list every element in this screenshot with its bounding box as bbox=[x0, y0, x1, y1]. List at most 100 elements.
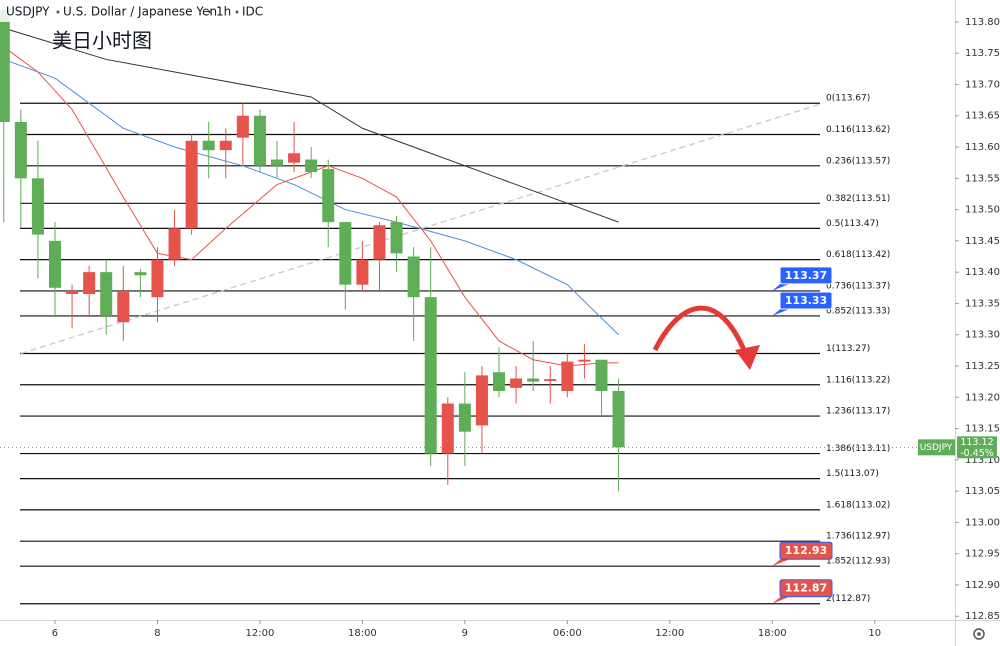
header-bg bbox=[0, 2, 270, 22]
settings-icon[interactable] bbox=[973, 628, 985, 640]
candle-body bbox=[578, 359, 591, 362]
candle-body bbox=[83, 272, 96, 295]
price-tag bbox=[779, 291, 833, 310]
candle-body bbox=[31, 178, 44, 235]
candle-body bbox=[100, 272, 113, 316]
interval: 1h bbox=[216, 5, 231, 19]
y-tick-label: 113.20 bbox=[965, 392, 1000, 403]
candle-body bbox=[390, 222, 403, 254]
candle-body bbox=[544, 379, 557, 382]
candle-body bbox=[236, 115, 249, 138]
moving-average bbox=[3, 58, 619, 336]
candle-body bbox=[48, 240, 61, 288]
price-tag bbox=[779, 266, 833, 285]
fib-label: 1.116(113.22) bbox=[826, 375, 890, 385]
candle-body bbox=[14, 121, 27, 179]
candle-body bbox=[356, 259, 369, 285]
candle-body bbox=[202, 140, 215, 151]
fib-label: 0.618(113.42) bbox=[826, 250, 890, 260]
candle-body bbox=[271, 159, 284, 166]
candle-body bbox=[253, 115, 266, 166]
candle-body bbox=[441, 403, 454, 454]
fib-label: 0.736(113.37) bbox=[826, 281, 890, 291]
y-tick-label: 112.90 bbox=[965, 580, 1000, 591]
candle-body bbox=[475, 375, 488, 426]
y-tick-label: 113.50 bbox=[965, 205, 1000, 216]
y-tick-label: 113.45 bbox=[965, 236, 1000, 247]
y-tick-label: 113.70 bbox=[965, 79, 1000, 90]
moving-average bbox=[3, 27, 619, 223]
candle-body bbox=[612, 391, 625, 448]
fib-label: 0.236(113.57) bbox=[826, 156, 890, 166]
fib-label: 0.116(113.62) bbox=[826, 125, 890, 135]
fib-label: 1.386(113.11) bbox=[826, 444, 890, 454]
y-tick-label: 113.05 bbox=[965, 486, 1000, 497]
subtitle: 美日小时图 bbox=[52, 29, 152, 53]
x-tick-label: 06:00 bbox=[553, 628, 582, 639]
fib-label: 1(113.27) bbox=[826, 344, 870, 354]
last-price-label: 113.12 bbox=[960, 437, 993, 448]
fib-label: 0(113.67) bbox=[826, 94, 870, 104]
y-tick-label: 113.30 bbox=[965, 330, 1000, 341]
candle-body bbox=[168, 228, 181, 260]
x-tick-label: 12:00 bbox=[246, 628, 275, 639]
x-tick-label: 18:00 bbox=[348, 628, 377, 639]
candle-body bbox=[424, 297, 437, 454]
last-price-box bbox=[957, 436, 997, 459]
y-tick-label: 113.60 bbox=[965, 142, 1000, 153]
y-tick-label: 112.95 bbox=[965, 549, 1000, 560]
y-tick-label: 113.80 bbox=[965, 17, 1000, 28]
fib-label: 1.5(113.07) bbox=[826, 469, 879, 479]
candle-body bbox=[185, 140, 198, 229]
x-tick-label: 8 bbox=[154, 628, 160, 639]
candle-body bbox=[373, 225, 386, 260]
header: USDJPY U.S. Dollar / Japanese Yen 1h IDC… bbox=[0, 2, 270, 53]
fib-label: 0.382(113.51) bbox=[826, 194, 890, 204]
y-tick-label: 113.00 bbox=[965, 517, 1000, 528]
candle-body bbox=[66, 290, 79, 295]
candle-body bbox=[0, 9, 10, 122]
candle-body bbox=[561, 361, 574, 392]
candle-body bbox=[219, 140, 232, 151]
candle-body bbox=[527, 378, 540, 382]
arrow bbox=[652, 305, 751, 361]
separator bbox=[235, 10, 239, 14]
candle-body bbox=[458, 403, 471, 432]
y-tick-label: 113.15 bbox=[965, 424, 1000, 435]
fib-label: 1.736(112.97) bbox=[826, 532, 890, 542]
candle-body bbox=[322, 168, 335, 223]
candle-body bbox=[493, 372, 506, 392]
price-tag-label: 112.87 bbox=[785, 582, 827, 595]
separator bbox=[208, 10, 212, 14]
candle-body bbox=[117, 290, 130, 323]
y-tick-label: 112.85 bbox=[965, 611, 1000, 622]
y-tick-label: 113.10 bbox=[965, 455, 1000, 466]
change-label: -0.45% bbox=[960, 448, 994, 459]
description: U.S. Dollar / Japanese Yen bbox=[63, 5, 217, 19]
fib-label: 2(112.87) bbox=[826, 594, 870, 604]
y-tick-label: 113.75 bbox=[965, 48, 1000, 59]
x-tick-label: 6 bbox=[52, 628, 58, 639]
candle-body bbox=[134, 272, 147, 276]
x-tick-label: 10 bbox=[868, 628, 881, 639]
fib-label: 1.852(112.93) bbox=[826, 557, 890, 567]
candle-body bbox=[510, 378, 523, 388]
fib-label: 1.236(113.17) bbox=[826, 407, 890, 417]
y-tick-label: 113.35 bbox=[965, 298, 1000, 309]
fib-label: 1.618(113.02) bbox=[826, 500, 890, 510]
source: IDC bbox=[242, 5, 263, 19]
candle-body bbox=[407, 256, 420, 298]
fib-label: 0.852(113.33) bbox=[826, 306, 890, 316]
price-tag-label: 113.33 bbox=[785, 294, 827, 307]
symbol: USDJPY bbox=[6, 5, 50, 19]
plot-area: 0(113.67) 0.116(113.62) 0.236(113.57) 0.382… bbox=[0, 3, 955, 605]
price-tag bbox=[779, 541, 833, 560]
price-tag-label: 112.93 bbox=[785, 544, 827, 557]
y-tick-label: 113.40 bbox=[965, 267, 1000, 278]
moving-average bbox=[3, 46, 619, 367]
symbol-tag bbox=[918, 439, 955, 456]
candle-body bbox=[305, 159, 318, 173]
trend-line bbox=[20, 102, 824, 355]
candle-body bbox=[151, 259, 164, 298]
